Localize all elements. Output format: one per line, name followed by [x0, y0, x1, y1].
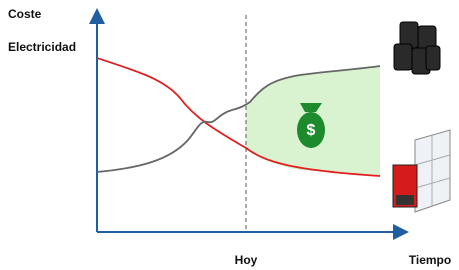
svg-text:$: $ [307, 122, 316, 139]
solar-icon [393, 130, 450, 212]
x-axis-label: Tiempo [409, 253, 451, 267]
oil-barrels-icon [394, 22, 440, 74]
today-label: Hoy [235, 253, 258, 267]
y-axis-label: Electricidad [8, 40, 76, 54]
y-axis-label: Coste [8, 7, 42, 21]
diagram: $ Coste Electricidad Hoy Tiempo [0, 0, 459, 270]
